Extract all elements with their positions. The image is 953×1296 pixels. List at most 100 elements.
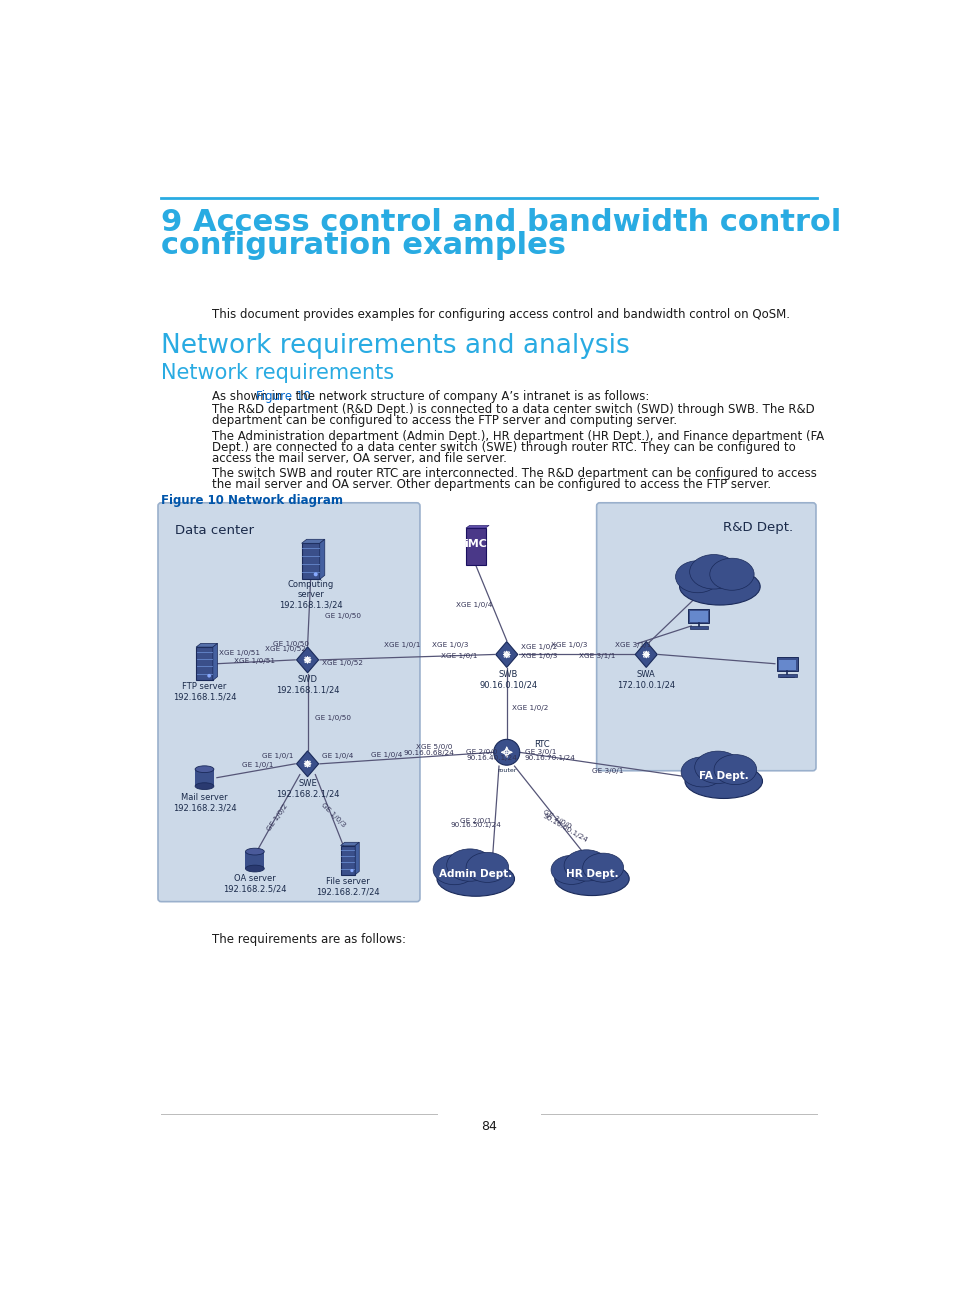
Polygon shape	[301, 539, 324, 543]
Text: SWE
192.168.2.1/24: SWE 192.168.2.1/24	[275, 779, 339, 798]
Text: XGE 1/0/1: XGE 1/0/1	[383, 643, 420, 648]
Text: access the mail server, OA server, and file server.: access the mail server, OA server, and f…	[212, 452, 507, 465]
Text: XGE 1/0/51: XGE 1/0/51	[218, 651, 259, 656]
FancyBboxPatch shape	[690, 612, 707, 622]
Ellipse shape	[555, 862, 629, 896]
Ellipse shape	[709, 559, 753, 590]
Text: GE 1/0/50: GE 1/0/50	[314, 714, 350, 721]
Ellipse shape	[245, 848, 264, 855]
Circle shape	[207, 674, 211, 678]
FancyBboxPatch shape	[340, 845, 355, 875]
FancyBboxPatch shape	[196, 647, 213, 680]
Text: Figure 10 Network diagram: Figure 10 Network diagram	[161, 494, 343, 507]
FancyBboxPatch shape	[465, 527, 485, 565]
Text: XGE 1/0/2: XGE 1/0/2	[520, 644, 557, 649]
FancyBboxPatch shape	[195, 770, 213, 787]
Text: GE 1/0/4: GE 1/0/4	[371, 753, 402, 758]
Text: SWA
172.10.0.1/24: SWA 172.10.0.1/24	[617, 670, 675, 689]
Polygon shape	[296, 750, 318, 776]
Ellipse shape	[466, 853, 508, 883]
Text: GE 3/0/1: GE 3/0/1	[524, 749, 556, 756]
Text: , the network structure of company A’s intranet is as follows:: , the network structure of company A’s i…	[288, 390, 649, 403]
FancyBboxPatch shape	[158, 503, 419, 902]
Text: 90.16.60.1/24: 90.16.60.1/24	[540, 813, 588, 844]
Text: Network requirements: Network requirements	[161, 363, 394, 384]
Ellipse shape	[582, 853, 623, 883]
Text: 90.16.0.68/24: 90.16.0.68/24	[403, 750, 454, 756]
Text: Data center: Data center	[174, 524, 253, 537]
Text: The switch SWB and router RTC are interconnected. The R&D department can be conf: The switch SWB and router RTC are interc…	[212, 468, 817, 481]
Text: Dept.) are connected to a data center switch (SWE) through router RTC. They can : Dept.) are connected to a data center sw…	[212, 441, 795, 454]
Ellipse shape	[245, 866, 264, 872]
Text: File server
192.168.2.7/24: File server 192.168.2.7/24	[315, 877, 379, 897]
Text: GE 3/0/0: GE 3/0/0	[541, 809, 572, 829]
Ellipse shape	[551, 855, 592, 884]
Text: XGE 1/0/52: XGE 1/0/52	[265, 647, 306, 652]
Text: FTP server
192.168.1.5/24: FTP server 192.168.1.5/24	[172, 682, 236, 701]
Polygon shape	[296, 647, 318, 673]
Ellipse shape	[446, 849, 493, 881]
Circle shape	[350, 868, 354, 872]
Text: SWD
192.168.1.1/24: SWD 192.168.1.1/24	[275, 675, 339, 695]
Ellipse shape	[195, 783, 213, 789]
Text: GE 1/0/50: GE 1/0/50	[273, 642, 308, 648]
Ellipse shape	[563, 850, 608, 881]
Text: XGE 1/0/52: XGE 1/0/52	[321, 660, 362, 666]
Ellipse shape	[675, 561, 720, 592]
Text: department can be configured to access the FTP server and computing server.: department can be configured to access t…	[212, 415, 677, 428]
Text: GE 1/0/4: GE 1/0/4	[321, 753, 353, 759]
Ellipse shape	[713, 754, 756, 784]
Text: XGE 1/0/3: XGE 1/0/3	[520, 653, 557, 660]
Text: Admin Dept.: Admin Dept.	[438, 868, 512, 879]
Text: OA server
192.168.2.5/24: OA server 192.168.2.5/24	[223, 874, 286, 893]
Text: RTC: RTC	[534, 740, 549, 749]
Text: router: router	[497, 767, 516, 772]
FancyBboxPatch shape	[596, 503, 815, 771]
Text: 9 Access control and bandwidth control: 9 Access control and bandwidth control	[161, 207, 841, 237]
Text: Network requirements and analysis: Network requirements and analysis	[161, 333, 629, 359]
Polygon shape	[196, 643, 217, 647]
Text: XGE 1/0/3: XGE 1/0/3	[431, 643, 468, 648]
Text: Computing
server
192.168.1.3/24: Computing server 192.168.1.3/24	[278, 579, 342, 609]
Text: iMC: iMC	[464, 539, 487, 550]
Text: GE 2/0/0: GE 2/0/0	[466, 749, 497, 756]
Text: GE 1/0/1: GE 1/0/1	[262, 753, 294, 759]
FancyBboxPatch shape	[245, 851, 264, 868]
Polygon shape	[355, 842, 359, 875]
Polygon shape	[319, 539, 324, 579]
Ellipse shape	[684, 763, 761, 798]
Text: GE 1/0/50: GE 1/0/50	[324, 613, 360, 619]
Text: GE 3/0/1: GE 3/0/1	[591, 767, 622, 774]
Text: HR Dept.: HR Dept.	[565, 868, 618, 879]
Text: XGE 1/0/4: XGE 1/0/4	[456, 603, 493, 608]
Text: 90.16.50.1/24: 90.16.50.1/24	[450, 823, 500, 828]
Text: The R&D department (R&D Dept.) is connected to a data center switch (SWD) throug: The R&D department (R&D Dept.) is connec…	[212, 403, 814, 416]
Text: SWB
90.16.0.10/24: SWB 90.16.0.10/24	[478, 670, 537, 689]
FancyBboxPatch shape	[301, 543, 319, 579]
Circle shape	[494, 739, 519, 765]
Polygon shape	[213, 643, 217, 680]
Text: XGE 1/0/2: XGE 1/0/2	[512, 705, 548, 712]
FancyBboxPatch shape	[778, 674, 796, 678]
Text: As shown in: As shown in	[212, 390, 286, 403]
Text: Mail server
192.168.2.3/24: Mail server 192.168.2.3/24	[172, 793, 236, 813]
Ellipse shape	[694, 752, 740, 784]
Ellipse shape	[436, 862, 514, 897]
Text: XGE 3/1/1: XGE 3/1/1	[578, 653, 615, 660]
Text: 90.16.40.1/24: 90.16.40.1/24	[466, 754, 517, 761]
Text: FA Dept.: FA Dept.	[699, 771, 748, 781]
Text: XGE 1/0/51: XGE 1/0/51	[233, 658, 274, 665]
FancyBboxPatch shape	[688, 609, 709, 623]
Text: The Administration department (Admin Dept.), HR department (HR Dept.), and Finan: The Administration department (Admin Dep…	[212, 430, 823, 443]
Ellipse shape	[195, 766, 213, 772]
Text: configuration examples: configuration examples	[161, 231, 565, 260]
Polygon shape	[340, 842, 359, 845]
Text: GE 1/0/1: GE 1/0/1	[241, 762, 273, 767]
FancyBboxPatch shape	[689, 626, 707, 629]
Text: The requirements are as follows:: The requirements are as follows:	[212, 933, 406, 946]
Text: GE 1/0/2: GE 1/0/2	[266, 804, 289, 832]
Polygon shape	[496, 642, 517, 667]
Polygon shape	[465, 525, 489, 527]
Ellipse shape	[679, 568, 760, 605]
Text: XGE 3/1/1: XGE 3/1/1	[615, 643, 651, 648]
